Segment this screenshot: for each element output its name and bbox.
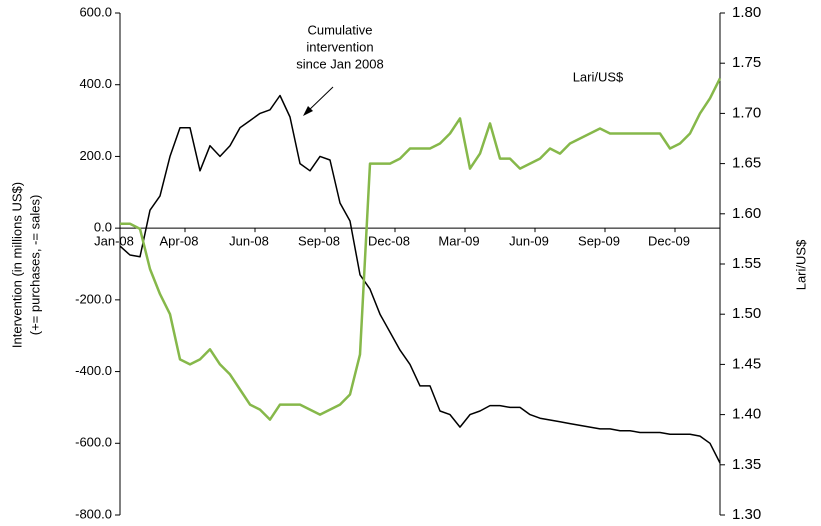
y2-tick-label: 1.35 (732, 456, 761, 473)
y-tick-label: -200.0 (75, 291, 112, 306)
y2-tick-label: 1.40 (732, 406, 761, 423)
y-axis-label: Intervention (in millions US$) (9, 182, 24, 348)
annotation: Cumulative (307, 22, 372, 37)
y2-tick-label: 1.70 (732, 104, 761, 121)
x-tick-label: Jan-08 (94, 234, 134, 249)
y-tick-label: 0.0 (94, 220, 112, 235)
y2-tick-label: 1.55 (732, 255, 761, 272)
y2-tick-label: 1.65 (732, 155, 761, 172)
annotation: intervention (306, 39, 373, 54)
series-line (119, 94, 721, 464)
series-label: Lari/US$ (573, 69, 624, 84)
y2-tick-label: 1.45 (732, 355, 761, 372)
y2-tick-label: 1.60 (732, 205, 761, 222)
y2-tick-label: 1.80 (732, 4, 761, 21)
y-tick-label: -600.0 (75, 435, 112, 450)
x-tick-label: Dec-09 (648, 234, 690, 249)
annotation-arrow (306, 86, 334, 113)
x-tick-label: Mar-09 (438, 234, 479, 249)
arrow-head (303, 106, 313, 116)
y-tick-label: 200.0 (79, 148, 112, 163)
y-axis-label: (+= purchases, -= sales) (27, 195, 42, 336)
y-tick-label: -800.0 (75, 506, 112, 521)
x-tick-label: Sep-09 (578, 234, 620, 249)
y2-tick-label: 1.75 (732, 54, 761, 71)
series-line (120, 77, 722, 421)
x-tick-label: Sep-08 (298, 234, 340, 249)
x-tick-label: Apr-08 (159, 234, 198, 249)
y-tick-label: -400.0 (75, 363, 112, 378)
x-tick-label: Jun-08 (229, 234, 269, 249)
y2-axis-label: Lari/US$ (793, 239, 808, 290)
annotation: since Jan 2008 (296, 56, 383, 71)
y2-tick-label: 1.50 (732, 305, 761, 322)
y-tick-label: 600.0 (79, 4, 112, 19)
x-tick-label: Dec-08 (368, 234, 410, 249)
x-tick-label: Jun-09 (509, 234, 549, 249)
y2-tick-label: 1.30 (732, 506, 761, 523)
y-tick-label: 400.0 (79, 76, 112, 91)
